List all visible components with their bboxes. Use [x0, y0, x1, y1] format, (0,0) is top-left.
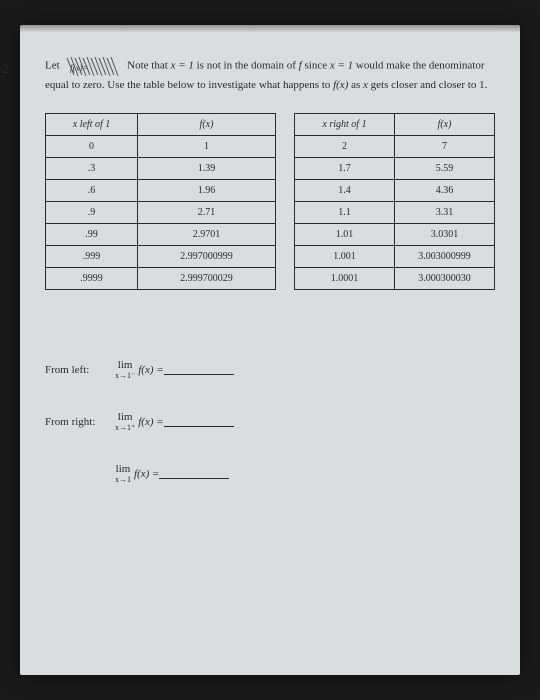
table-cell: 4.36 [395, 179, 495, 201]
table-cell: 0 [46, 135, 138, 157]
table-cell: 3.003000999 [395, 245, 495, 267]
text-let: Let [45, 60, 62, 72]
table-row: .9992.997000999 [46, 245, 276, 267]
table-left-of-1: x left of 1 f(x) 01.31.39.61.96.92.71.99… [45, 113, 276, 290]
table-row: .992.9701 [46, 223, 276, 245]
eq-x1-b: x = 1 [330, 60, 353, 72]
table-cell: .9999 [46, 267, 138, 289]
table-cell: .99 [46, 223, 138, 245]
table-cell: 7 [395, 135, 495, 157]
table-row: 1.0013.003000999 [295, 245, 495, 267]
tables-container: x left of 1 f(x) 01.31.39.61.96.92.71.99… [45, 113, 495, 290]
table-cell: 1 [138, 135, 276, 157]
text-mid4: gets closer and closer to 1. [368, 79, 487, 91]
svg-text:f(x)=: f(x)= [70, 63, 89, 73]
table-cell: 2.999700029 [138, 267, 276, 289]
text-note: Note that [124, 60, 170, 72]
table-row: x left of 1 f(x) [46, 113, 276, 135]
table-row: 1.013.0301 [295, 223, 495, 245]
text-fx: f(x) [333, 79, 348, 91]
header-x-right: x right of 1 [295, 113, 395, 135]
table-row: 1.13.31 [295, 201, 495, 223]
table-cell: 1.0001 [295, 267, 395, 289]
text-mid1: is not in the domain of [194, 60, 299, 72]
limit-from-right: From right: lim x→1⁺ f(x) = [45, 412, 495, 432]
table-cell: 2 [295, 135, 395, 157]
table-cell: 2.997000999 [138, 245, 276, 267]
table-cell: 3.000300030 [395, 267, 495, 289]
table-cell: 1.39 [138, 157, 276, 179]
question-number: 2. [2, 61, 12, 77]
table-row: 27 [295, 135, 495, 157]
limit-from-left: From left: lim x→1⁻ f(x) = [45, 360, 495, 380]
table-cell: .999 [46, 245, 138, 267]
table-row: x right of 1 f(x) [295, 113, 495, 135]
table-row: .99992.999700029 [46, 267, 276, 289]
fx-eq-left: f(x) = [138, 364, 163, 376]
table-row: .92.71 [46, 201, 276, 223]
table-row: 01 [46, 135, 276, 157]
table-cell: 2.71 [138, 201, 276, 223]
table-cell: 1.001 [295, 245, 395, 267]
table-cell: .3 [46, 157, 138, 179]
table-cell: .6 [46, 179, 138, 201]
limit-two-sided: lim x→1 f(x) = [45, 464, 495, 484]
limit-notation-both: lim x→1 [115, 464, 131, 484]
table-cell: .9 [46, 201, 138, 223]
table-cell: 3.0301 [395, 223, 495, 245]
table-row: .61.96 [46, 179, 276, 201]
table-row: 1.44.36 [295, 179, 495, 201]
crossed-out-formula: f(x)= [64, 55, 122, 77]
table-cell: 1.01 [295, 223, 395, 245]
header-x-left: x left of 1 [46, 113, 138, 135]
limits-section: From left: lim x→1⁻ f(x) = From right: l… [45, 360, 495, 484]
limit-notation-left: lim x→1⁻ [115, 360, 135, 380]
table-cell: 3.31 [395, 201, 495, 223]
table-left-body: 01.31.39.61.96.92.71.992.9701.9992.99700… [46, 135, 276, 289]
text-since: since [302, 60, 330, 72]
table-cell: 1.1 [295, 201, 395, 223]
fx-eq-both: f(x) = [134, 468, 159, 480]
table-cell: 2.9701 [138, 223, 276, 245]
header-fx-left: f(x) [138, 113, 276, 135]
blank-both [159, 469, 229, 479]
fx-eq-right: f(x) = [138, 416, 163, 428]
table-row: 1.75.59 [295, 157, 495, 179]
label-from-right: From right: [45, 416, 115, 428]
limit-notation-right: lim x→1⁺ [115, 412, 135, 432]
label-from-left: From left: [45, 364, 115, 376]
header-fx-right: f(x) [395, 113, 495, 135]
table-row: 1.00013.000300030 [295, 267, 495, 289]
table-cell: 1.96 [138, 179, 276, 201]
worksheet-page: 2. Let f(x)= Note that x = 1 is not in t… [20, 25, 520, 675]
problem-statement: Let f(x)= Note that x = 1 is not in the … [45, 55, 495, 95]
table-right-body: 271.75.591.44.361.13.311.013.03011.0013.… [295, 135, 495, 289]
text-mid3: as [348, 79, 363, 91]
table-row: .31.39 [46, 157, 276, 179]
table-cell: 5.59 [395, 157, 495, 179]
eq-x1-a: x = 1 [171, 60, 194, 72]
table-right-of-1: x right of 1 f(x) 271.75.591.44.361.13.3… [294, 113, 495, 290]
blank-left [164, 365, 234, 375]
bezel-shadow [20, 25, 520, 33]
table-cell: 1.7 [295, 157, 395, 179]
table-cell: 1.4 [295, 179, 395, 201]
blank-right [164, 417, 234, 427]
